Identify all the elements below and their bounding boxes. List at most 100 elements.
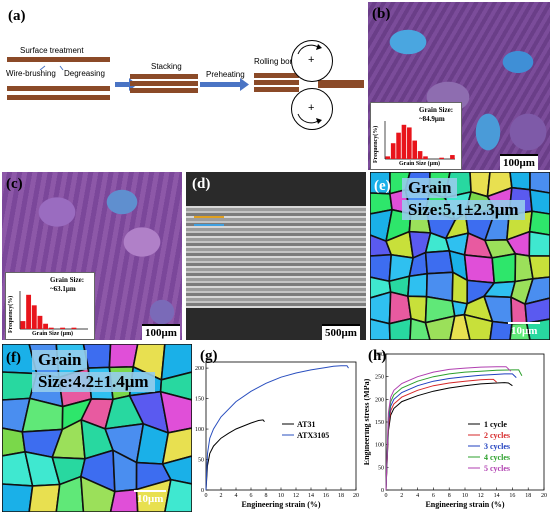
y-tick-label: 100 — [195, 427, 204, 433]
x-tick-label: 18 — [525, 493, 531, 499]
grain-size-inset-c: Grain Size: ~63.1μm Frequency(%) Grain S… — [5, 272, 95, 340]
histogram-bar — [48, 327, 54, 329]
panel-c: (c) Grain Size: ~63.1μm Frequency(%) Gra… — [2, 172, 182, 340]
histogram-bar — [385, 156, 391, 159]
y-tick-label: 150 — [375, 420, 384, 426]
grain — [409, 317, 431, 340]
grain — [525, 318, 550, 340]
legend-label: AT31 — [297, 420, 316, 429]
y-tick-label: 150 — [195, 397, 204, 403]
scale-bar-d: 500μm — [322, 324, 360, 340]
panel-label-a: (a) — [8, 8, 26, 24]
grain — [80, 475, 116, 512]
x-tick-label: 4 — [235, 493, 238, 499]
panel-g: 0 2 4 6 8 10 12 14 16 18 20 0 50 100 150 200 Engineering… — [194, 344, 364, 516]
histogram-bar — [396, 132, 401, 159]
inset-title-c: Grain Size: — [50, 276, 85, 284]
histogram-bar — [31, 305, 37, 329]
panel-d: (d) 500μm — [186, 172, 366, 340]
stack-plate-2 — [130, 81, 198, 86]
x-tick-label: 10 — [278, 493, 284, 499]
stack-plate-3 — [130, 88, 198, 93]
y-tick-label: 300 — [375, 352, 384, 358]
x-tick-label: 2 — [220, 493, 223, 499]
x-tick-label: 6 — [432, 493, 435, 499]
grain-size-f: Size:4.2±1.4μm — [32, 372, 155, 392]
legend-label: 4 cycles — [484, 453, 510, 462]
x-tick-label: 18 — [338, 493, 344, 499]
y-axis-label: Engineering stress (MPa) — [364, 378, 371, 465]
x-tick-label: 20 — [353, 493, 359, 499]
panel-label-h: (h) — [368, 348, 387, 364]
arrow-2 — [200, 78, 249, 91]
stack-plate-1 — [130, 74, 198, 79]
grain — [463, 313, 494, 340]
series-line-2-cycles — [385, 378, 497, 491]
scale-bar-b: 100μm — [500, 154, 538, 170]
histogram-b — [384, 121, 455, 160]
x-tick-label: 10 — [462, 493, 468, 499]
grain-word-e: Grain — [402, 178, 458, 198]
plate-top — [7, 57, 110, 62]
x-tick-label: 12 — [478, 493, 484, 499]
legend-label: 5 cycles — [484, 464, 510, 473]
histogram-bar — [37, 315, 43, 329]
y-tick-label: 200 — [195, 366, 204, 372]
grain — [161, 455, 192, 485]
legend-label: 1 cycle — [484, 420, 507, 429]
y-tick-label: 50 — [378, 465, 384, 471]
rolling-bonding-label: Rolling bonding — [254, 57, 310, 66]
chart-h: 0 2 4 6 8 10 12 14 16 18 20050100150200250300Engin… — [364, 352, 547, 509]
plot-frame — [205, 361, 357, 491]
inset-value-b: ~84.9μm — [419, 115, 445, 123]
grain — [160, 344, 192, 381]
panel-e: (e) Grain Size:5.1±2.3μm 10μm — [370, 172, 550, 340]
grain — [463, 254, 496, 284]
histogram-bar — [439, 157, 444, 159]
grain — [528, 210, 550, 236]
histogram-bar — [26, 294, 32, 329]
grain — [164, 478, 192, 512]
rolled-output — [318, 80, 364, 88]
panel-a: (a) Surface treatment Wire-brushing Degr… — [0, 0, 368, 170]
grain — [524, 276, 550, 305]
grain — [82, 344, 112, 369]
series-line-5-cycles — [385, 366, 512, 491]
stacking-label: Stacking — [151, 62, 182, 71]
panel-h: 0 2 4 6 8 10 12 14 16 18 20 0 50 100 150 200 250 300 Engin… — [364, 344, 550, 516]
grain — [2, 483, 34, 512]
histogram-bar — [450, 155, 455, 159]
y-tick-label: 50 — [198, 458, 204, 464]
grain — [524, 297, 550, 324]
grain-word-f: Grain — [32, 350, 88, 370]
legend-label: 2 cycles — [484, 431, 510, 440]
grain — [28, 483, 61, 512]
y-tick-label: 0 — [381, 488, 384, 494]
inset-xlabel-b: Grain Size (μm) — [399, 161, 441, 167]
inset-value-c: ~63.1μm — [50, 285, 76, 293]
panel-label-c: (c) — [6, 176, 23, 192]
grain — [135, 478, 172, 512]
series-line-atx3105 — [205, 365, 349, 491]
x-tick-label: 14 — [308, 493, 314, 499]
grain-size-inset-b: Grain Size: ~84.9μm Frequency(%) Grain S… — [370, 102, 462, 170]
grain — [489, 320, 513, 340]
inset-ylabel-b: Frequency(%) — [373, 125, 379, 163]
x-tick-label: 16 — [323, 493, 329, 499]
roll-rotation-arrows — [297, 44, 322, 124]
grain — [159, 390, 192, 434]
histogram-bar — [43, 323, 49, 329]
panel-b: (b) Grain Size: ~84.9μm Frequency(%) Gra… — [368, 2, 550, 170]
histogram-bar — [390, 143, 396, 159]
grain — [491, 252, 517, 284]
panel-label-g: (g) — [200, 348, 218, 364]
grain-map-e — [370, 172, 550, 340]
histogram-bar — [412, 140, 418, 159]
x-tick-label: 20 — [541, 493, 547, 499]
y-tick-label: 0 — [201, 488, 204, 494]
x-axis-label: Engineering strain (%) — [425, 500, 504, 509]
histogram-bar — [60, 327, 66, 329]
grain — [370, 318, 391, 340]
legend-label: 3 cycles — [484, 442, 510, 451]
grain — [407, 272, 428, 298]
